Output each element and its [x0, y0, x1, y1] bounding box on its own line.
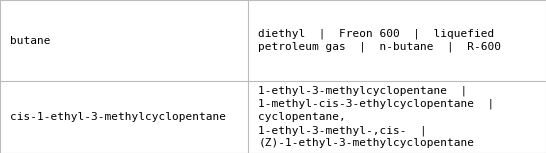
Text: diethyl  |  Freon 600  |  liquefied
petroleum gas  |  n-butane  |  R-600: diethyl | Freon 600 | liquefied petroleu…: [258, 29, 501, 52]
Text: butane: butane: [10, 35, 50, 46]
Text: 1-ethyl-3-methylcyclopentane  |
1-methyl-cis-3-ethylcyclopentane  |
cyclopentane: 1-ethyl-3-methylcyclopentane | 1-methyl-…: [258, 86, 495, 148]
Text: cis-1-ethyl-3-methylcyclopentane: cis-1-ethyl-3-methylcyclopentane: [10, 112, 226, 122]
